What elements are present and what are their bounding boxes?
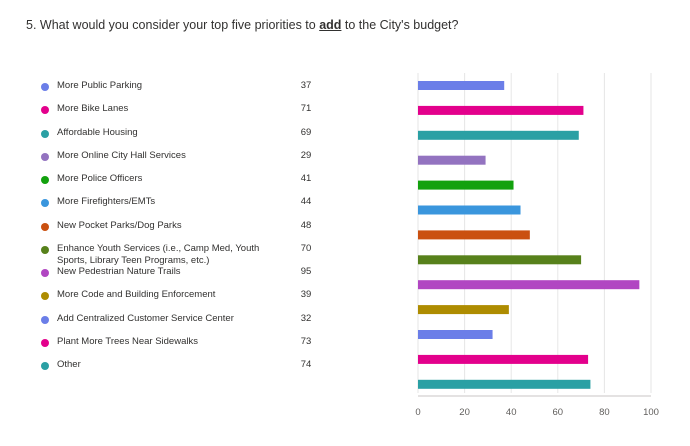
bar[interactable] <box>418 105 584 115</box>
legend-label: Plant More Trees Near Sidewalks <box>57 335 198 347</box>
legend-label: More Firefighters/EMTs <box>57 196 156 208</box>
legend-count: 44 <box>300 196 312 208</box>
legend-item: Other 74 <box>0 356 330 376</box>
legend-label: More Public Parking <box>57 80 143 91</box>
legend-item: More Firefighters/EMTs 44 <box>0 193 330 213</box>
legend-count: 71 <box>300 103 312 115</box>
legend-label: Other <box>57 359 81 370</box>
legend-item: More Online City Hall Services 29 <box>0 147 330 167</box>
legend-color-dot <box>41 199 49 208</box>
legend-color-dot <box>41 315 49 324</box>
x-tick-label: 100 <box>643 407 659 418</box>
x-tick-label: 20 <box>459 407 470 418</box>
bar[interactable] <box>418 130 579 140</box>
question-keyword: add <box>319 18 342 32</box>
legend-color-dot <box>41 222 49 231</box>
legend-color-dot <box>41 152 49 161</box>
legend-color-dot <box>41 245 49 254</box>
legend-item: More Public Parking 37 <box>0 77 330 97</box>
legend-color-dot <box>41 292 49 301</box>
legend-label: Affordable Housing <box>57 126 138 138</box>
bar[interactable] <box>418 155 486 165</box>
bar[interactable] <box>418 305 509 315</box>
x-tick-label: 60 <box>553 407 564 418</box>
bar[interactable] <box>418 379 591 389</box>
legend-color-dot <box>41 106 49 115</box>
legend-label: New Pocket Parks/Dog Parks <box>57 219 182 231</box>
legend-count: 32 <box>300 312 312 324</box>
legend-count: 39 <box>300 289 312 301</box>
legend-count: 70 <box>300 242 312 254</box>
legend-label: Add Centralized Customer Service Center <box>57 312 234 324</box>
legend-item: Add Centralized Customer Service Center 3… <box>0 310 330 330</box>
legend-item: New Pocket Parks/Dog Parks 48 <box>0 217 330 237</box>
x-tick-label: 0 <box>415 407 420 418</box>
question-suffix: to the City's budget? <box>341 18 459 32</box>
chart-legend: More Public Parking 37 More Bike Lanes 71 Af… <box>0 0 330 446</box>
legend-count: 37 <box>300 80 312 91</box>
legend-item: Plant More Trees Near Sidewalks 73 <box>0 333 330 353</box>
legend-count: 29 <box>300 149 312 161</box>
legend-label: Enhance Youth Services (i.e., Camp Med, … <box>57 242 260 266</box>
bar[interactable] <box>418 81 505 90</box>
question-prefix: 5. What would you consider your top five… <box>26 18 320 32</box>
question-title: 5. What would you consider your top five… <box>26 18 458 32</box>
bar[interactable] <box>418 255 582 265</box>
legend-count: 48 <box>300 219 312 231</box>
legend-count: 41 <box>300 173 312 184</box>
legend-color-dot <box>41 362 49 370</box>
legend-count: 95 <box>300 266 312 277</box>
legend-item: Affordable Housing 69 <box>0 124 330 144</box>
legend-item: More Police Officers 41 <box>0 170 330 190</box>
legend-label: New Pedestrian Nature Trails <box>57 266 181 277</box>
legend-color-dot <box>41 129 49 138</box>
bar[interactable] <box>418 280 640 290</box>
legend-count: 73 <box>300 335 312 347</box>
bar[interactable] <box>418 180 514 190</box>
legend-item: New Pedestrian Nature Trails 95 <box>0 263 330 283</box>
legend-color-dot <box>41 176 49 184</box>
legend-label: More Code and Building Enforcement <box>57 289 216 301</box>
legend-label: More Online City Hall Services <box>57 149 186 161</box>
bar[interactable] <box>418 205 521 215</box>
bar[interactable] <box>418 330 493 339</box>
legend-count: 74 <box>300 359 312 370</box>
legend-label: More Police Officers <box>57 173 143 184</box>
legend-item: More Bike Lanes 71 <box>0 100 330 120</box>
x-tick-label: 80 <box>599 407 610 418</box>
legend-count: 69 <box>300 126 312 138</box>
legend-label: More Bike Lanes <box>57 103 129 115</box>
legend-color-dot <box>41 83 49 91</box>
bar[interactable] <box>418 354 589 364</box>
legend-item: More Code and Building Enforcement 39 <box>0 286 330 306</box>
legend-color-dot <box>41 269 49 277</box>
legend-color-dot <box>41 338 49 347</box>
bar[interactable] <box>418 230 530 240</box>
x-tick-label: 40 <box>506 407 517 418</box>
legend-item: Enhance Youth Services (i.e., Camp Med, … <box>0 240 330 266</box>
